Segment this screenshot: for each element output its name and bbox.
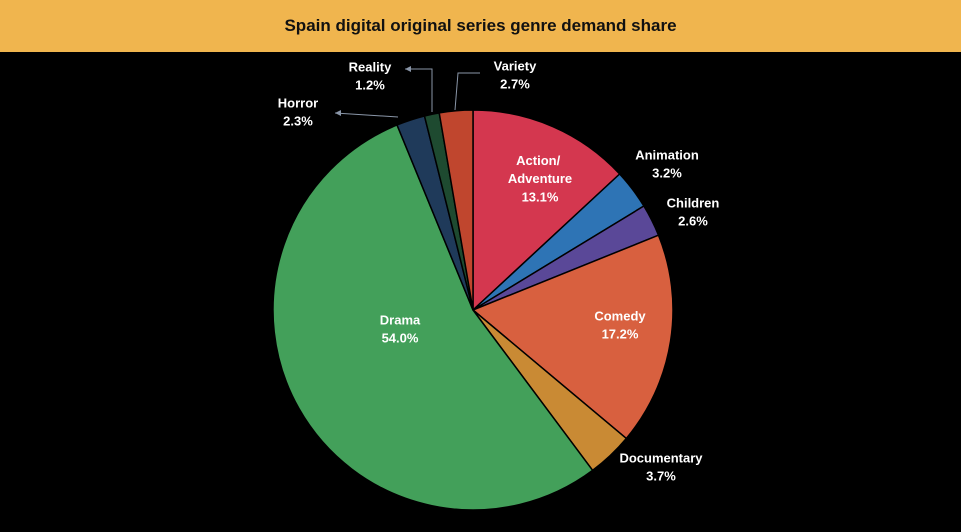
slice-label: Animation <box>635 147 699 162</box>
header-bar: Spain digital original series genre dema… <box>0 0 961 52</box>
slice-label: Action/ Adventure <box>508 153 572 186</box>
leader-line <box>334 112 399 118</box>
slice-label: Drama <box>380 312 421 327</box>
slice-label: Comedy <box>594 308 646 323</box>
slice-value-label: 3.7% <box>646 468 676 483</box>
leader-arrow <box>405 66 411 72</box>
slice-value-label: 54.0% <box>382 330 419 345</box>
slice-value-label: 3.2% <box>652 165 682 180</box>
chart: Action/ Adventure 13.1% Animation 3.2% Child… <box>272 58 720 511</box>
pie-slice <box>471 234 674 440</box>
leader-line <box>405 68 433 112</box>
chart-title: Spain digital original series genre dema… <box>284 16 677 35</box>
leader-arrow <box>335 110 341 116</box>
slice-value-label: 17.2% <box>602 326 639 341</box>
slice-value-label: 2.7% <box>500 76 530 91</box>
slice-value-label: 2.3% <box>283 113 313 128</box>
slice-value-label: 2.6% <box>678 213 708 228</box>
pie-slice <box>472 109 621 312</box>
slice-label: Documentary <box>619 450 703 465</box>
slice-value-label: 13.1% <box>522 189 559 204</box>
slice-value-label: 1.2% <box>355 77 385 92</box>
slice-label: Horror <box>278 95 318 110</box>
leader-line <box>454 72 480 111</box>
slice-label: Variety <box>494 58 537 73</box>
pie-slice <box>438 109 474 311</box>
slice-label: Reality <box>349 59 392 74</box>
slice-label: Children <box>667 195 720 210</box>
pie-slice <box>272 124 594 511</box>
